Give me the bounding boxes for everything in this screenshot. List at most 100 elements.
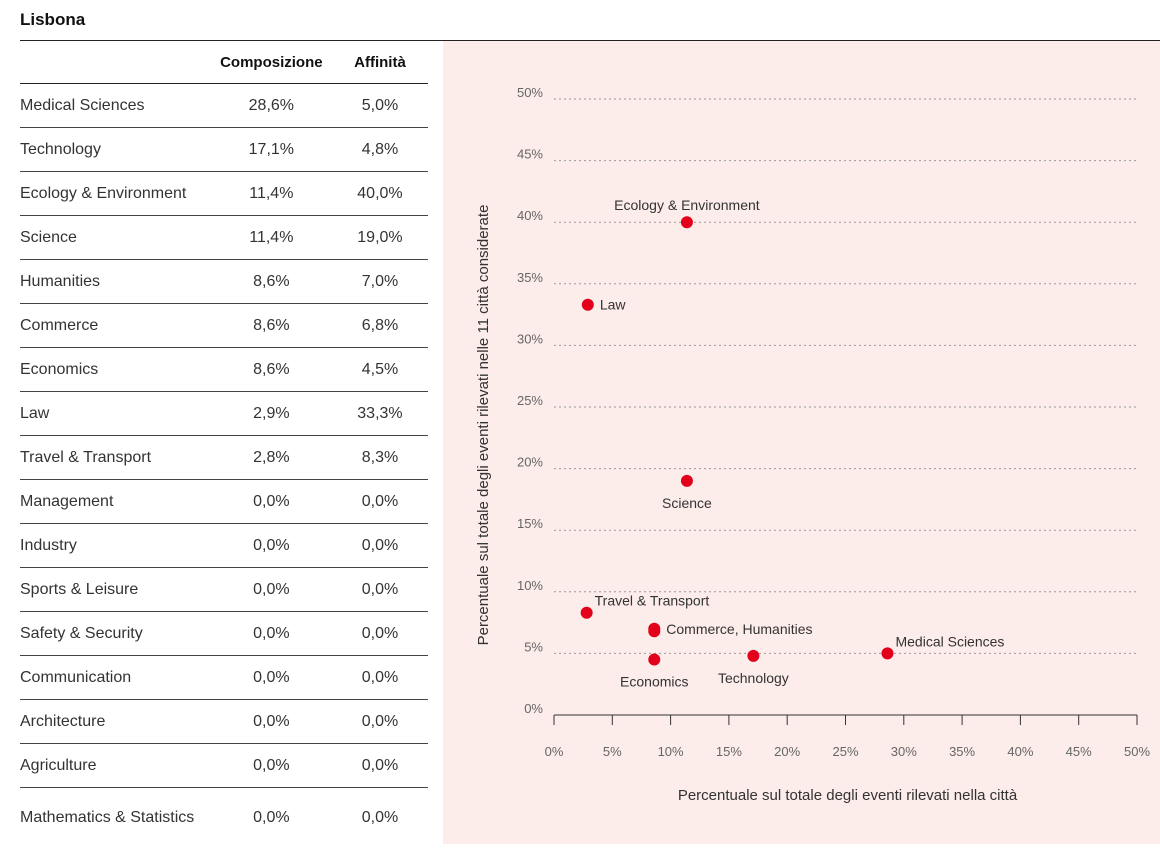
data-point-label: Law bbox=[600, 297, 627, 313]
row-composizione: 0,0% bbox=[210, 743, 332, 788]
table-row: Ecology & Environment 11,4% 40,0% bbox=[20, 171, 428, 216]
row-composizione: 0,0% bbox=[253, 809, 290, 826]
header-composizione: Composizione bbox=[210, 41, 332, 84]
y-tick-label: 15% bbox=[517, 516, 543, 531]
y-tick-label: 45% bbox=[517, 147, 543, 162]
row-name: Science bbox=[20, 215, 211, 260]
data-point bbox=[648, 653, 661, 666]
row-composizione: 0,0% bbox=[210, 699, 332, 744]
row-affinita: 0,0% bbox=[331, 743, 428, 788]
table-row: Commerce 8,6% 6,8% bbox=[20, 303, 428, 348]
title-divider bbox=[20, 40, 1160, 41]
x-tick-label: 30% bbox=[891, 744, 917, 759]
table-row: Law 2,9% 33,3% bbox=[20, 391, 428, 436]
table-row: Humanities 8,6% 7,0% bbox=[20, 259, 428, 304]
table-row: Economics 8,6% 4,5% bbox=[20, 347, 428, 392]
table-header-row: Composizione Affinità bbox=[20, 41, 428, 84]
table-row: Agriculture 0,0% 0,0% bbox=[20, 743, 428, 788]
row-composizione: 2,9% bbox=[210, 391, 332, 436]
x-tick-label: 40% bbox=[1007, 744, 1033, 759]
data-point-label: Medical Sciences bbox=[895, 633, 1004, 649]
row-composizione: 8,6% bbox=[210, 259, 332, 304]
data-point-label: Commerce, Humanities bbox=[666, 621, 812, 637]
row-name: Communication bbox=[20, 655, 211, 700]
table-row: Science 11,4% 19,0% bbox=[20, 215, 428, 260]
data-point-label: Economics bbox=[620, 674, 688, 690]
data-point bbox=[881, 647, 894, 660]
data-point-label: Travel & Transport bbox=[595, 593, 710, 609]
row-name: Industry bbox=[20, 523, 211, 568]
y-tick-label: 35% bbox=[517, 270, 543, 285]
x-tick-label: 35% bbox=[949, 744, 975, 759]
y-tick-label: 20% bbox=[517, 455, 543, 470]
table-row: Mathematics & Statistics 0,0% 0,0% bbox=[20, 788, 428, 849]
row-name: Ecology & Environment bbox=[20, 171, 211, 216]
header-affinita: Affinità bbox=[331, 41, 428, 84]
row-composizione: 2,8% bbox=[210, 435, 332, 480]
x-axis-label: Percentuale sul totale degli eventi rile… bbox=[678, 787, 1018, 804]
y-tick-label: 10% bbox=[517, 578, 543, 593]
data-point bbox=[680, 474, 693, 487]
row-composizione: 11,4% bbox=[210, 215, 332, 260]
table-row: Travel & Transport 2,8% 8,3% bbox=[20, 435, 428, 480]
data-point bbox=[580, 606, 593, 619]
row-affinita: 0,0% bbox=[331, 523, 428, 568]
row-affinita: 40,0% bbox=[331, 171, 428, 216]
row-name: Economics bbox=[20, 347, 211, 392]
data-point-label: Ecology & Environment bbox=[614, 197, 760, 213]
x-tick-label: 5% bbox=[603, 744, 622, 759]
y-axis-label: Percentuale sul totale degli eventi rile… bbox=[475, 205, 492, 646]
chart-panel: 0% 5% 10% 15% 20% 25% 30% 35% 40% 45% 50% 0% 5% 10% 15… bbox=[443, 41, 1160, 844]
row-affinita: 0,0% bbox=[361, 809, 399, 826]
row-composizione: 11,4% bbox=[210, 171, 332, 216]
row-name: Medical Sciences bbox=[20, 83, 211, 128]
row-name: Technology bbox=[20, 127, 211, 172]
row-name: Mathematics & Statistics bbox=[20, 809, 195, 826]
row-affinita: 5,0% bbox=[331, 83, 428, 128]
row-affinita: 0,0% bbox=[331, 655, 428, 700]
data-point bbox=[680, 216, 693, 229]
table-row: Architecture 0,0% 0,0% bbox=[20, 699, 428, 744]
row-affinita: 4,5% bbox=[331, 347, 428, 392]
table-row: Medical Sciences 28,6% 5,0% bbox=[20, 83, 428, 128]
header-name bbox=[20, 41, 211, 84]
row-name: Agriculture bbox=[20, 743, 211, 788]
row-affinita: 0,0% bbox=[331, 611, 428, 656]
row-composizione: 8,6% bbox=[210, 303, 332, 348]
row-name: Safety & Security bbox=[20, 611, 211, 656]
data-point-label: Science bbox=[662, 495, 712, 511]
y-tick-label: 40% bbox=[517, 208, 543, 223]
row-affinita: 33,3% bbox=[331, 391, 428, 436]
x-tick-label: 50% bbox=[1124, 744, 1150, 759]
row-affinita: 19,0% bbox=[331, 215, 428, 260]
data-point bbox=[648, 625, 661, 638]
table-row: Management 0,0% 0,0% bbox=[20, 479, 428, 524]
scatter-chart: 0% 5% 10% 15% 20% 25% 30% 35% 40% 45% 50% 0% 5% 10% 15… bbox=[475, 85, 1150, 804]
row-name: Humanities bbox=[20, 259, 211, 304]
x-tick-label: 10% bbox=[658, 744, 684, 759]
row-affinita: 4,8% bbox=[331, 127, 428, 172]
row-composizione: 0,0% bbox=[210, 611, 332, 656]
table-row: Technology 17,1% 4,8% bbox=[20, 127, 428, 172]
row-name: Sports & Leisure bbox=[20, 567, 211, 612]
data-point bbox=[747, 649, 760, 662]
table-row: Sports & Leisure 0,0% 0,0% bbox=[20, 567, 428, 612]
x-tick-label: 0% bbox=[545, 744, 564, 759]
x-tick-label: 20% bbox=[774, 744, 800, 759]
row-name: Commerce bbox=[20, 303, 211, 348]
row-composizione: 17,1% bbox=[210, 127, 332, 172]
x-tick-label: 25% bbox=[832, 744, 858, 759]
row-affinita: 8,3% bbox=[331, 435, 428, 480]
row-name: Management bbox=[20, 479, 211, 524]
data-point bbox=[581, 298, 594, 311]
table-row: Communication 0,0% 0,0% bbox=[20, 655, 428, 700]
row-name: Architecture bbox=[20, 699, 211, 744]
y-tick-label: 25% bbox=[517, 393, 543, 408]
row-affinita: 0,0% bbox=[331, 479, 428, 524]
row-composizione: 0,0% bbox=[210, 567, 332, 612]
row-affinita: 6,8% bbox=[331, 303, 428, 348]
row-composizione: 0,0% bbox=[210, 655, 332, 700]
table-row: Safety & Security 0,0% 0,0% bbox=[20, 611, 428, 656]
row-composizione: 0,0% bbox=[210, 523, 332, 568]
table-row: Industry 0,0% 0,0% bbox=[20, 523, 428, 568]
